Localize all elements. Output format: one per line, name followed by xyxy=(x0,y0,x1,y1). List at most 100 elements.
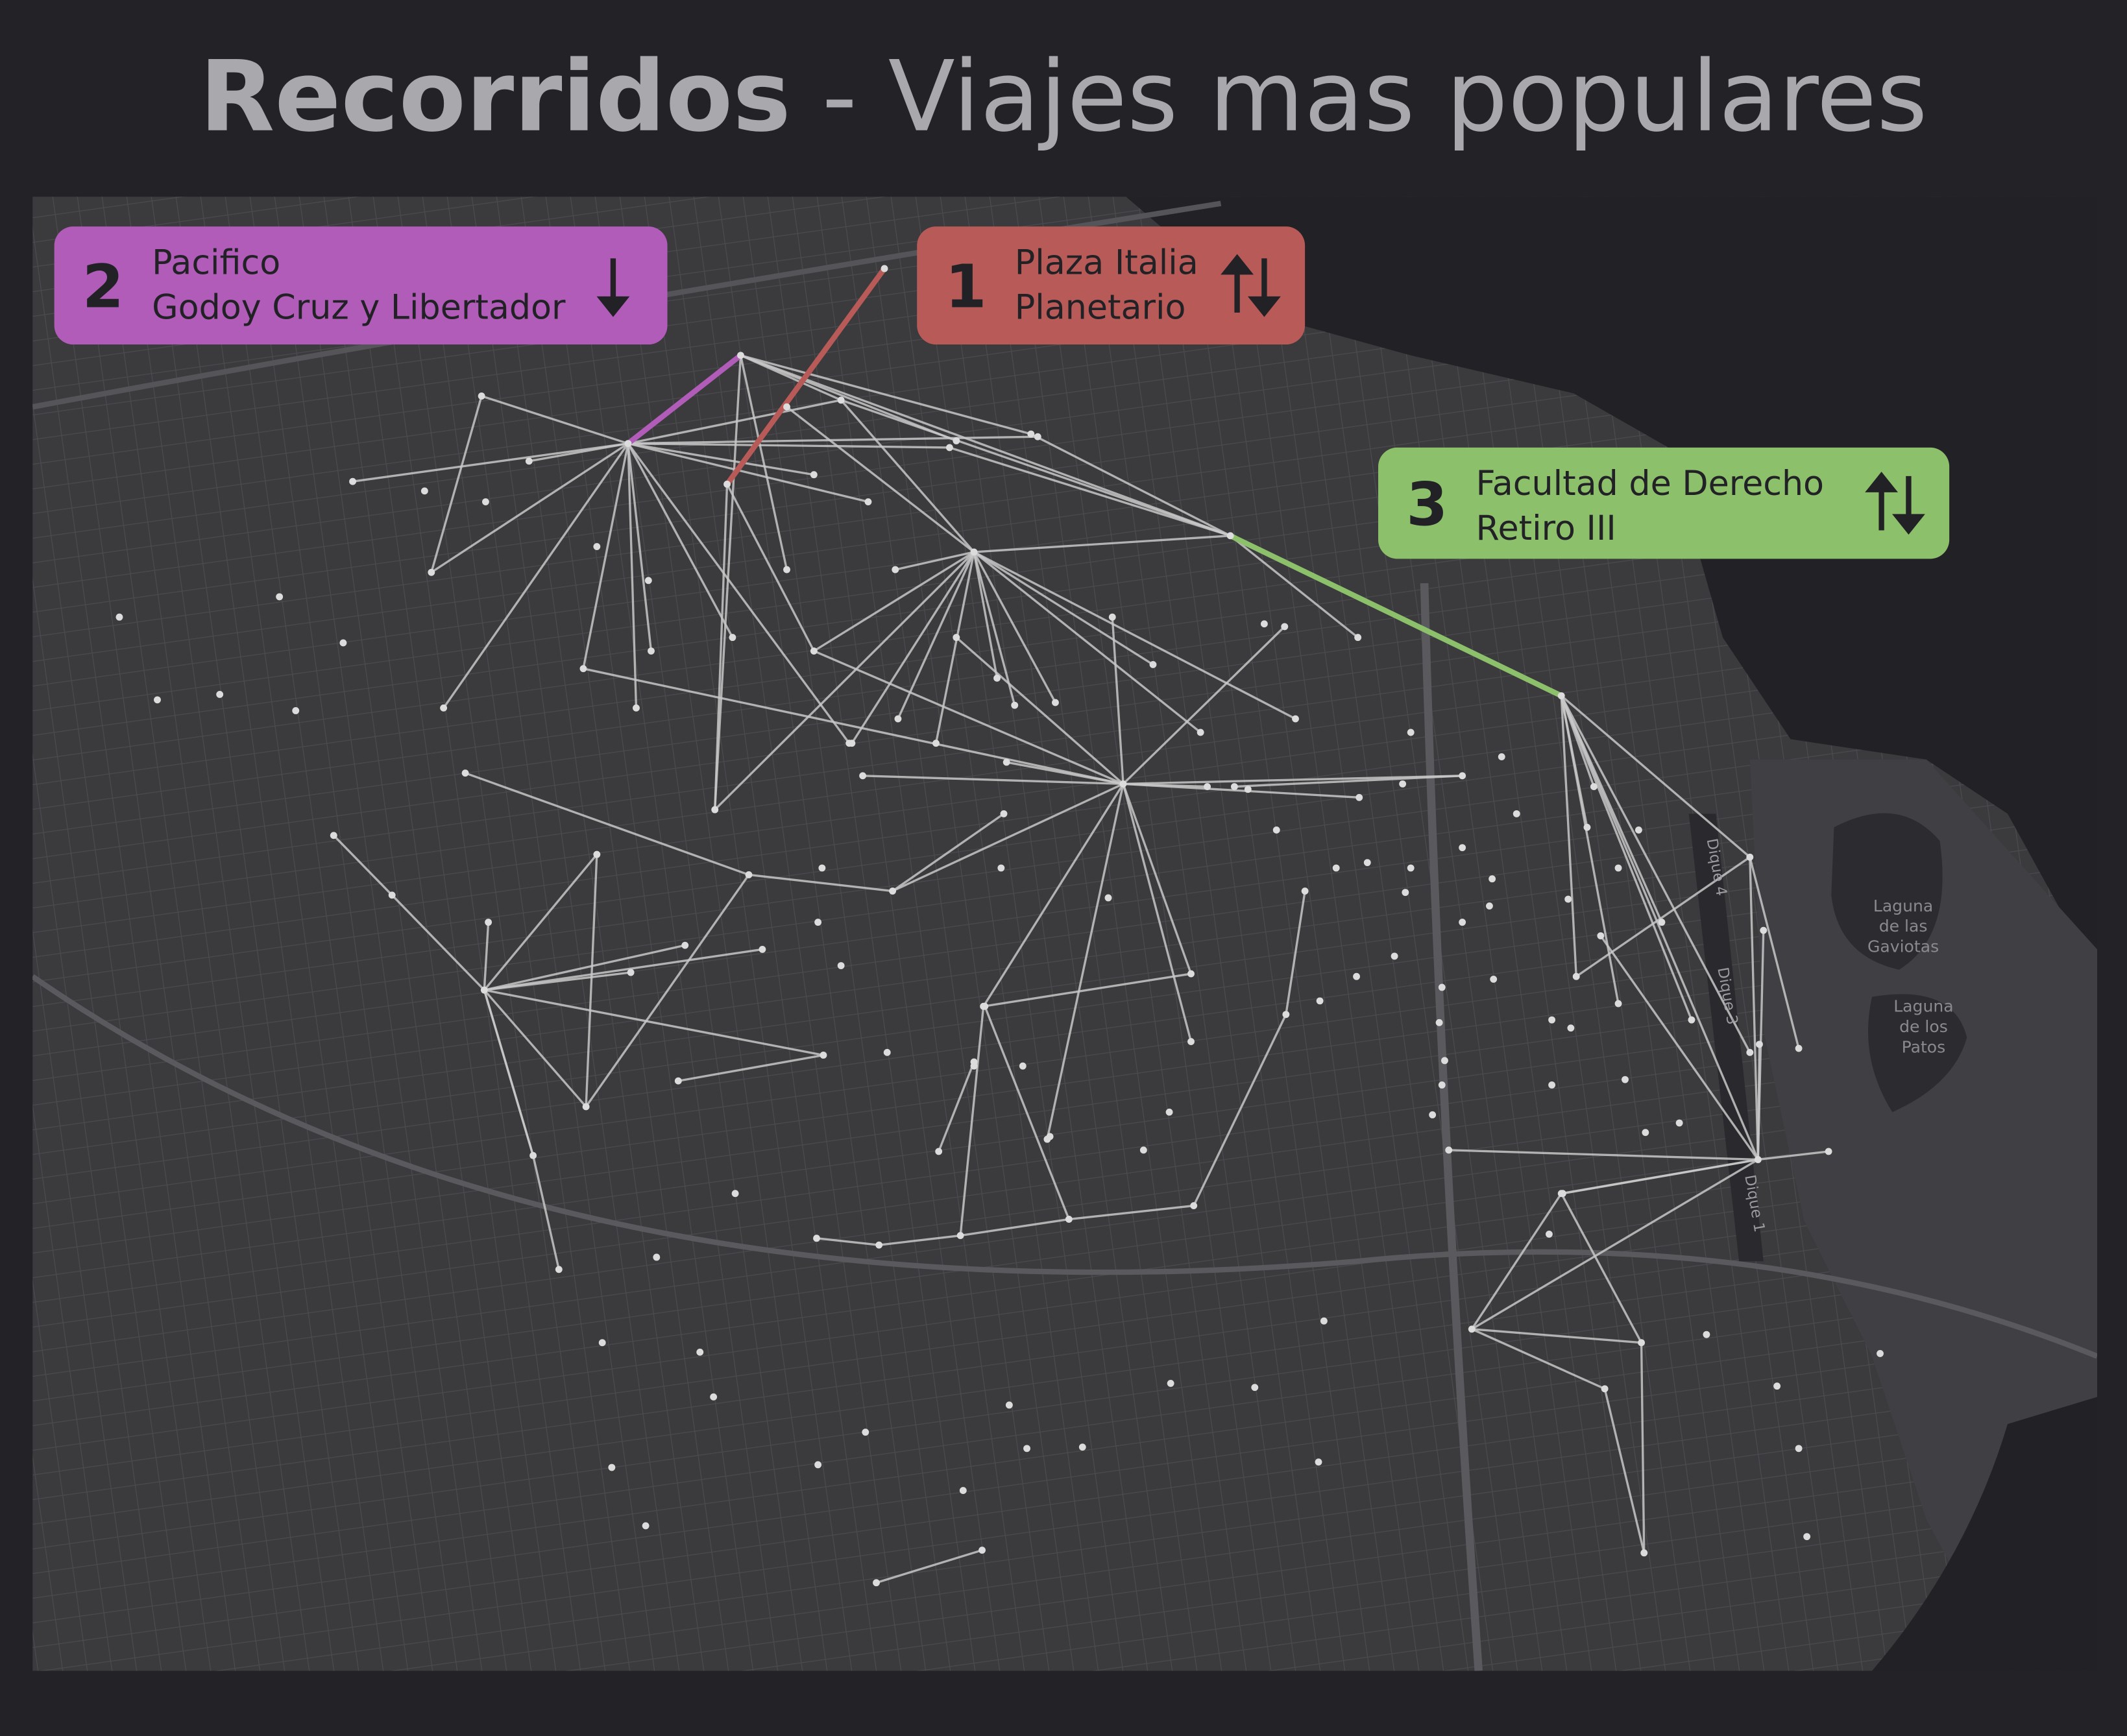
station-dot xyxy=(1567,1024,1575,1032)
station-dot xyxy=(1363,859,1371,867)
station-dot xyxy=(731,1190,739,1198)
direction-arrow xyxy=(1891,476,1925,535)
trip-line xyxy=(1123,782,1359,799)
trip-line xyxy=(627,442,734,638)
trip-line xyxy=(391,894,485,991)
trip-line xyxy=(627,443,638,708)
trip-line xyxy=(627,442,814,476)
avenue xyxy=(1420,583,1483,1671)
top-trip-line xyxy=(724,265,888,487)
station-dot xyxy=(1003,758,1010,766)
station-dot xyxy=(837,962,845,969)
trip-line xyxy=(1470,1192,1562,1330)
trip-line xyxy=(982,783,1124,1007)
station-dot xyxy=(1635,826,1642,834)
trip-line xyxy=(627,442,869,503)
trip-line xyxy=(973,551,1056,703)
station-dot xyxy=(1034,433,1041,440)
station-dot xyxy=(1119,780,1127,788)
station-dot xyxy=(624,440,632,448)
station-dot xyxy=(478,392,485,400)
trip-line xyxy=(1122,783,1193,974)
station-dot xyxy=(1354,634,1362,642)
station-dot xyxy=(1675,1119,1683,1127)
station-dot xyxy=(710,1393,718,1401)
lagoon-label: de los xyxy=(1899,1017,1948,1036)
trip-line xyxy=(430,442,629,573)
route-box xyxy=(917,226,1306,345)
station-dot xyxy=(1498,753,1505,761)
station-dot xyxy=(1614,1000,1622,1007)
trip-line xyxy=(740,354,842,402)
trip-line xyxy=(430,396,483,573)
station-dot xyxy=(875,1241,883,1249)
station-dot xyxy=(1548,1016,1556,1024)
station-dot xyxy=(1187,1038,1195,1046)
station-dot xyxy=(1803,1533,1811,1541)
station-dot xyxy=(1545,1231,1553,1238)
trip-line xyxy=(714,355,742,810)
trip-line xyxy=(627,443,653,651)
trip-line xyxy=(1069,1204,1194,1221)
trip-line xyxy=(1193,1014,1287,1207)
trip-line xyxy=(1575,856,1751,978)
station-dot xyxy=(529,1151,537,1159)
station-dot xyxy=(420,487,428,495)
station-dot xyxy=(1316,997,1324,1005)
station-dot xyxy=(653,1253,661,1261)
route-stop: Facultad de Derecho xyxy=(1476,464,1825,503)
station-dot xyxy=(1078,1443,1086,1451)
route-stop: Planetario xyxy=(1015,287,1186,327)
station-dot xyxy=(1282,1011,1290,1019)
direction-arrow xyxy=(1247,258,1281,317)
trip-line xyxy=(1560,695,1759,1161)
station-dot xyxy=(1104,894,1112,902)
trip-line xyxy=(1472,1328,1642,1344)
station-dot xyxy=(1490,975,1498,983)
trip-line xyxy=(897,551,975,719)
station-dot xyxy=(945,444,953,452)
trip-line xyxy=(1603,1388,1646,1554)
trip-line xyxy=(892,782,1124,893)
trip-line xyxy=(895,551,975,571)
trip-line xyxy=(1599,935,1759,1161)
station-dot xyxy=(814,1461,822,1469)
station-dot xyxy=(1046,1133,1054,1140)
station-dot xyxy=(1703,1331,1710,1338)
station-dot xyxy=(978,1547,986,1554)
station-dot xyxy=(1435,1019,1443,1026)
trip-line xyxy=(627,399,842,445)
trip-line xyxy=(1560,695,1693,1020)
station-dot xyxy=(894,715,902,723)
station-dot xyxy=(1190,1202,1198,1209)
station-dot xyxy=(1023,1445,1030,1453)
route-stop: Godoy Cruz y Libertador xyxy=(152,287,566,327)
lagoon-label: de las xyxy=(1879,917,1928,935)
trip-line xyxy=(740,354,1032,435)
trip-line xyxy=(1560,695,1663,923)
trip-line xyxy=(1046,784,1124,1140)
trip-line xyxy=(529,442,629,463)
trip-line xyxy=(1122,783,1193,1043)
station-dot xyxy=(525,457,533,465)
station-dot xyxy=(1513,810,1520,817)
station-dot xyxy=(1187,970,1195,978)
station-dot xyxy=(1601,1385,1609,1393)
title-bold: Recorridos xyxy=(199,40,790,154)
station-dot xyxy=(276,593,284,601)
station-dot xyxy=(1165,1108,1173,1116)
station-dot xyxy=(859,772,867,780)
station-dot xyxy=(881,265,888,272)
station-dot xyxy=(814,919,822,926)
trip-line xyxy=(938,1061,975,1152)
trip-line xyxy=(840,399,975,553)
station-dot xyxy=(1459,919,1466,926)
station-dot xyxy=(1139,1146,1147,1154)
station-dot xyxy=(1301,887,1309,895)
station-dot xyxy=(1640,1549,1648,1557)
station-dot xyxy=(1548,1081,1556,1089)
station-dot xyxy=(970,1062,978,1070)
trip-line xyxy=(585,854,598,1107)
trip-line xyxy=(934,551,975,743)
